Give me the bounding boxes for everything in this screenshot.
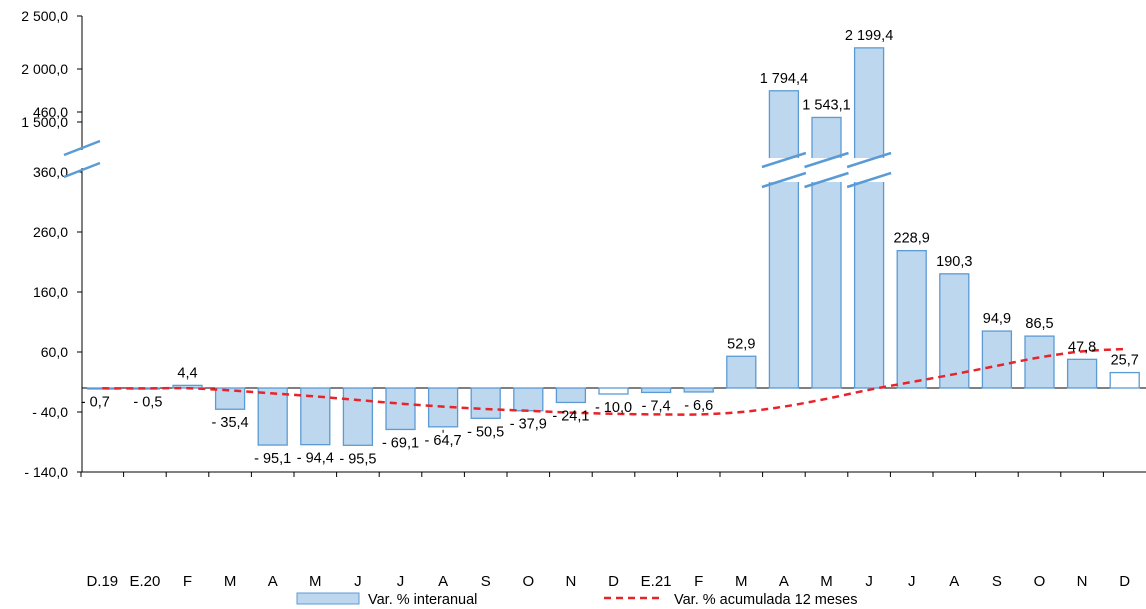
bar xyxy=(342,387,374,446)
data-label: - 37,9 xyxy=(510,417,547,433)
x-tick-label: E.21 xyxy=(641,573,672,590)
bar xyxy=(257,387,288,446)
x-tick-label: M xyxy=(735,573,748,590)
x-tick-label: M xyxy=(820,573,833,590)
x-tick-label: F xyxy=(694,573,703,590)
y-tick-label: 1 500,0 xyxy=(21,114,68,130)
data-label: - 24,1 xyxy=(552,408,589,424)
bar xyxy=(1066,358,1098,389)
data-label: - 6,6 xyxy=(684,398,713,414)
data-label: 94,9 xyxy=(983,311,1011,327)
data-label: - 7,4 xyxy=(642,398,671,414)
legend-label-line: Var. % acumulada 12 meses xyxy=(674,592,858,608)
data-label: 1 794,4 xyxy=(760,71,808,87)
bar xyxy=(513,387,544,412)
data-label: - 0,7 xyxy=(81,394,110,410)
x-tick-label: J xyxy=(354,573,362,590)
x-tick-label: A xyxy=(779,573,789,590)
x-tick-label: O xyxy=(1034,573,1046,590)
bar xyxy=(726,355,757,389)
y-tick-label: 160,0 xyxy=(33,284,68,300)
x-tick-label: J xyxy=(397,573,405,590)
data-label: 228,9 xyxy=(894,231,930,247)
bars xyxy=(87,47,1140,446)
data-label: 1 543,1 xyxy=(802,97,850,113)
data-label: 4,4 xyxy=(177,365,197,381)
y-tick-label: 60,0 xyxy=(41,344,68,360)
cumulative-line-path xyxy=(102,347,1125,416)
x-tick-label: M xyxy=(224,573,237,590)
x-tick-label: D.19 xyxy=(86,573,118,590)
bar xyxy=(1024,335,1055,389)
bar xyxy=(939,273,970,389)
y-tick-label: 2 500,0 xyxy=(21,8,68,24)
data-label: - 10,0 xyxy=(595,400,632,416)
y-tick-label: 260,0 xyxy=(33,224,68,240)
data-label: 25,7 xyxy=(1111,353,1139,369)
bar xyxy=(981,330,1013,389)
y-axis-break-mark xyxy=(63,139,101,157)
axis-breaks xyxy=(63,139,892,189)
y-tick-label: - 140,0 xyxy=(24,464,68,480)
data-label: - 95,1 xyxy=(254,451,291,467)
bar xyxy=(853,47,885,389)
legend-label-bar: Var. % interanual xyxy=(368,592,477,608)
bar xyxy=(1109,371,1140,389)
bar xyxy=(470,387,501,419)
x-tick-label: N xyxy=(1077,573,1088,590)
data-label: - 35,4 xyxy=(212,415,249,431)
bar xyxy=(555,387,587,404)
data-label: 190,3 xyxy=(936,254,972,270)
bar xyxy=(300,387,331,446)
x-tick-label: J xyxy=(908,573,916,590)
y-tick-label: 360,0 xyxy=(33,164,68,180)
bar xyxy=(385,387,416,431)
data-label: 86,5 xyxy=(1025,316,1053,332)
x-tick-label: F xyxy=(183,573,192,590)
legend-swatch-bar xyxy=(296,592,360,605)
data-label: - 0,5 xyxy=(133,394,162,410)
x-tick-label: A xyxy=(438,573,448,590)
y-tick-label: 2 000,0 xyxy=(21,61,68,77)
data-label: 2 199,4 xyxy=(845,28,893,44)
x-tick-label: D xyxy=(608,573,619,590)
bar-break-mark xyxy=(846,151,892,189)
x-tick-label: S xyxy=(992,573,1002,590)
x-tick-label: E.20 xyxy=(129,573,160,590)
data-labels: - 0,7 - 0,5 4,4 - 35,4 - 95,1 - 94,4 - 95,5 - 6… xyxy=(81,28,1139,467)
x-tick-label: O xyxy=(522,573,534,590)
bar-break-mark xyxy=(761,151,807,189)
bar xyxy=(598,387,629,395)
bar xyxy=(214,387,246,410)
x-tick-label: D xyxy=(1119,573,1130,590)
x-tick-label: A xyxy=(949,573,959,590)
x-tick-label: A xyxy=(268,573,278,590)
data-label: 52,9 xyxy=(727,336,755,352)
data-label: - 95,5 xyxy=(339,451,376,467)
data-label: - 64,7 xyxy=(425,433,462,449)
bar xyxy=(640,387,672,394)
bar-break-mark xyxy=(804,151,849,189)
bar xyxy=(768,90,800,389)
data-label: 47,8 xyxy=(1068,339,1096,355)
y-tick-label: 460,0 xyxy=(33,104,68,120)
bar xyxy=(683,387,714,393)
x-tick-label: S xyxy=(481,573,491,590)
data-label: - 94,4 xyxy=(297,451,334,467)
legend: Var. % interanual Var. % acumulada 12 me… xyxy=(296,592,858,608)
cumulative-line xyxy=(102,347,1125,416)
x-tick-label: M xyxy=(309,573,322,590)
y-tick-label: - 40,0 xyxy=(32,404,68,420)
bar xyxy=(896,250,927,389)
data-label: - 50,5 xyxy=(467,424,504,440)
data-label: - 69,1 xyxy=(382,435,419,451)
y-axis-break-mark xyxy=(63,161,101,179)
x-tick-label: J xyxy=(865,573,873,590)
x-tick-label: N xyxy=(565,573,576,590)
